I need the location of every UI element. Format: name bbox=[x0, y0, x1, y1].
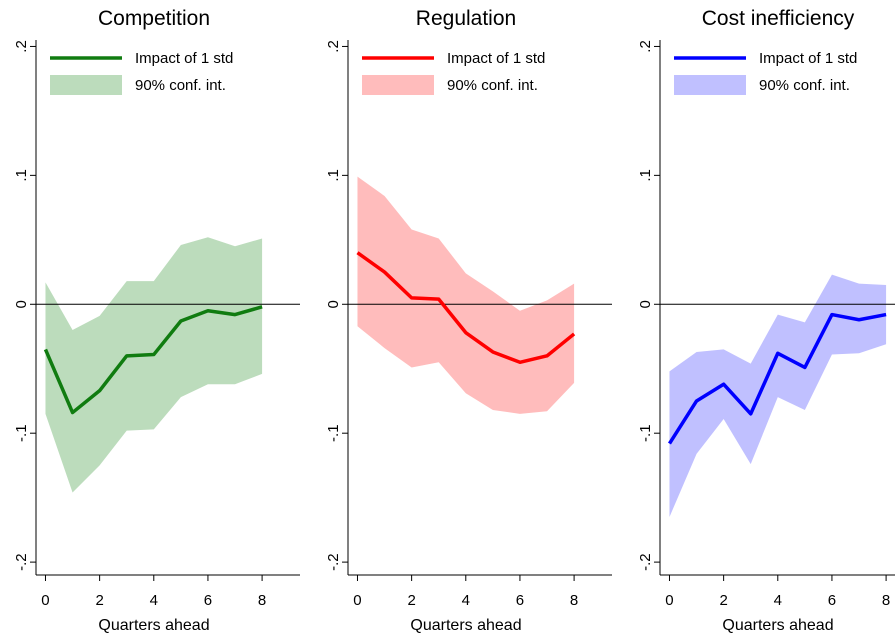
y-tick-label: .1 bbox=[637, 169, 654, 182]
impact-line bbox=[668, 312, 887, 445]
y-tick-label: .2 bbox=[325, 40, 342, 53]
confidence-band bbox=[45, 237, 263, 493]
y-tick-label: -.1 bbox=[13, 424, 30, 442]
y-tick-label: -.1 bbox=[637, 424, 654, 442]
impact-line bbox=[356, 251, 576, 365]
legend-label: 90% conf. int. bbox=[759, 77, 850, 94]
x-tick-label: 0 bbox=[41, 592, 49, 609]
y-tick-label: -.1 bbox=[325, 424, 342, 442]
x-axis-label: Quarters ahead bbox=[98, 617, 209, 634]
y-tick-label: .1 bbox=[325, 169, 342, 182]
x-tick-label: 4 bbox=[462, 592, 470, 609]
y-tick-label: -.2 bbox=[325, 553, 342, 571]
x-tick-label: 2 bbox=[719, 592, 727, 609]
legend-label: Impact of 1 std bbox=[135, 50, 233, 67]
x-tick-label: 4 bbox=[150, 592, 158, 609]
x-axis-label: Quarters ahead bbox=[722, 617, 833, 634]
x-tick-label: 2 bbox=[95, 592, 103, 609]
legend-label: Impact of 1 std bbox=[759, 50, 857, 67]
y-tick-label: 0 bbox=[13, 300, 30, 308]
legend-label: 90% conf. int. bbox=[135, 77, 226, 94]
x-tick-label: 2 bbox=[407, 592, 415, 609]
legend-label: 90% conf. int. bbox=[447, 77, 538, 94]
x-tick-label: 0 bbox=[665, 592, 673, 609]
x-tick-label: 8 bbox=[882, 592, 890, 609]
x-tick-label: 0 bbox=[353, 592, 361, 609]
panel-title: Cost inefficiency bbox=[702, 7, 855, 30]
y-tick-label: .2 bbox=[637, 40, 654, 53]
legend-label: Impact of 1 std bbox=[447, 50, 545, 67]
x-tick-label: 6 bbox=[828, 592, 836, 609]
legend-swatch bbox=[362, 75, 434, 95]
y-tick-label: 0 bbox=[637, 300, 654, 308]
x-tick-label: 6 bbox=[204, 592, 212, 609]
y-tick-label: .1 bbox=[13, 169, 30, 182]
impact-line bbox=[43, 305, 263, 415]
x-tick-label: 6 bbox=[516, 592, 524, 609]
panel-title: Competition bbox=[98, 7, 210, 30]
x-axis-label: Quarters ahead bbox=[410, 617, 521, 634]
legend-swatch bbox=[50, 75, 122, 95]
panel-title: Regulation bbox=[416, 7, 516, 30]
y-tick-label: -.2 bbox=[13, 553, 30, 571]
x-tick-label: 8 bbox=[570, 592, 578, 609]
confidence-band bbox=[669, 274, 887, 517]
y-tick-label: -.2 bbox=[637, 553, 654, 571]
panel: -.2 -.1 0 .1 .2 0 2 4 6 8 Regulation Quarters ahead… bbox=[325, 7, 612, 634]
legend-swatch bbox=[674, 75, 746, 95]
panel: -.2 -.1 0 .1 .2 0 2 4 6 8 Competition Quarters ahea… bbox=[13, 7, 300, 634]
panel: -.2 -.1 0 .1 .2 0 2 4 6 8 Cost inefficiency Quarter… bbox=[637, 7, 895, 634]
x-tick-label: 8 bbox=[258, 592, 266, 609]
confidence-band bbox=[357, 176, 575, 414]
y-tick-label: .2 bbox=[13, 40, 30, 53]
x-tick-label: 4 bbox=[774, 592, 782, 609]
y-tick-label: 0 bbox=[325, 300, 342, 308]
